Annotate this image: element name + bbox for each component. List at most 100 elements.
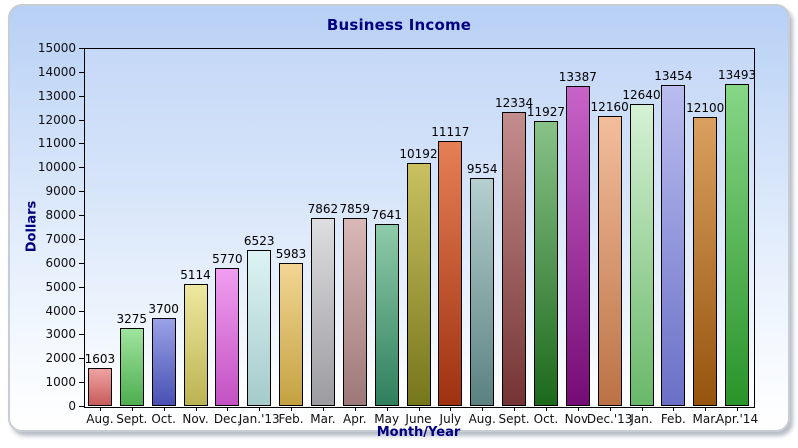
y-tick-mark (79, 48, 84, 49)
y-tick-label: 5000 (45, 279, 76, 294)
bar-july-11 (438, 140, 463, 406)
x-tick-label: Feb. (660, 412, 686, 426)
x-tick-label: June (405, 412, 432, 426)
x-tick-label: Jan.'13 (238, 412, 280, 426)
bar-feb-18 (661, 84, 686, 406)
bar-value-label: 10192 (399, 146, 438, 161)
x-tick-mark (291, 407, 293, 411)
x-tick-label: July (439, 412, 462, 426)
x-tick-mark (482, 407, 484, 411)
bar-value-label: 3275 (116, 311, 148, 326)
y-tick-label: 9000 (45, 184, 76, 199)
bar-dec-4 (215, 268, 240, 406)
bar-apr14-20 (725, 83, 750, 406)
bar-nov-3 (183, 283, 208, 406)
x-tick-mark (354, 407, 356, 411)
y-tick-mark (79, 95, 84, 97)
x-tick-label: Sept. (498, 412, 530, 426)
bar-value-label: 5983 (275, 247, 307, 262)
y-tick-label: 11000 (37, 136, 76, 151)
x-axis-label: Month/Year (376, 425, 461, 440)
bar-oct-14 (533, 121, 558, 406)
bar-value-label: 7862 (307, 202, 339, 217)
bar-value-label: 6523 (243, 234, 275, 249)
y-tick-label: 15000 (37, 41, 76, 55)
x-tick-label: Apr.'14 (716, 412, 759, 426)
y-tick-mark (79, 382, 84, 384)
x-tick-mark (705, 407, 707, 411)
y-tick-label: 10000 (37, 160, 76, 175)
y-tick-mark (79, 262, 84, 264)
x-tick-mark (577, 407, 579, 411)
x-tick-label: Oct. (533, 412, 559, 426)
x-tick-label: Aug. (468, 412, 496, 426)
x-tick-label: Feb. (278, 412, 304, 426)
bar-value-label: 5114 (180, 267, 211, 282)
y-tick-mark (79, 358, 84, 360)
x-tick-label: Dec. (213, 412, 241, 426)
chart-title: Business Income (326, 16, 472, 34)
bar-nov-15 (565, 86, 590, 406)
x-tick-mark (163, 407, 165, 411)
bar-value-label: 13493 (717, 67, 757, 82)
x-tick-label: Dec.'13 (586, 412, 633, 426)
y-tick-label: 4000 (45, 303, 76, 318)
x-tick-label: Nov. (182, 412, 209, 426)
y-tick-label: 7000 (45, 231, 76, 246)
bar-aug-12 (470, 177, 495, 406)
bar-value-label: 13387 (558, 70, 597, 85)
y-tick-mark (79, 238, 84, 240)
y-tick-mark (79, 286, 84, 288)
x-tick-mark (131, 407, 133, 411)
x-tick-mark (418, 407, 420, 411)
y-axis-label: Dollars (24, 200, 40, 253)
y-tick-label: 14000 (37, 64, 76, 79)
bar-jan13-5 (247, 250, 272, 406)
y-tick-label: 0 (68, 399, 76, 413)
bar-value-label: 12334 (494, 95, 534, 110)
y-tick-mark (79, 191, 84, 193)
x-tick-mark (514, 407, 516, 411)
x-tick-mark (322, 407, 324, 411)
x-tick-mark (99, 407, 101, 411)
bar-may-9 (374, 223, 399, 406)
bar-value-label: 3700 (148, 301, 179, 316)
x-tick-mark (227, 407, 229, 411)
y-tick-mark (79, 334, 84, 336)
bar-apr-8 (342, 218, 367, 406)
y-tick-mark (79, 71, 84, 73)
bar-value-label: 13454 (654, 68, 693, 83)
y-tick-label: 2000 (45, 351, 76, 366)
x-tick-label: Aug. (86, 412, 114, 426)
y-tick-mark (79, 167, 84, 169)
x-tick-label: Sept. (116, 412, 148, 426)
y-tick-mark (79, 215, 84, 217)
bar-mar-7 (310, 218, 335, 406)
x-tick-mark (737, 407, 739, 411)
bar-aug-0 (87, 367, 112, 406)
x-tick-label: Mar. (692, 412, 718, 426)
x-tick-mark (673, 407, 675, 411)
bar-value-label: 1603 (84, 351, 116, 366)
y-tick-label: 3000 (45, 327, 76, 342)
bar-value-label: 7859 (339, 202, 371, 217)
bar-oct-2 (151, 317, 176, 406)
bar-sept-1 (119, 327, 144, 406)
bar-value-label: 7641 (371, 207, 402, 222)
chart-panel: Business Income Dollars Month/Year 0 1000… (8, 4, 790, 440)
y-tick-label: 6000 (45, 255, 76, 270)
x-tick-mark (641, 407, 643, 411)
x-tick-label: Mar. (310, 412, 336, 426)
y-tick-mark (79, 119, 84, 121)
x-tick-mark (386, 407, 388, 411)
bar-value-label: 12160 (590, 99, 629, 114)
x-tick-label: May (374, 412, 400, 426)
x-tick-mark (450, 407, 452, 411)
bar-mar-19 (693, 117, 718, 406)
y-tick-mark (79, 143, 84, 145)
x-tick-mark (195, 407, 197, 411)
y-tick-label: 12000 (37, 112, 76, 127)
y-tick-label: 13000 (37, 88, 76, 103)
bar-jan-17 (629, 104, 654, 406)
